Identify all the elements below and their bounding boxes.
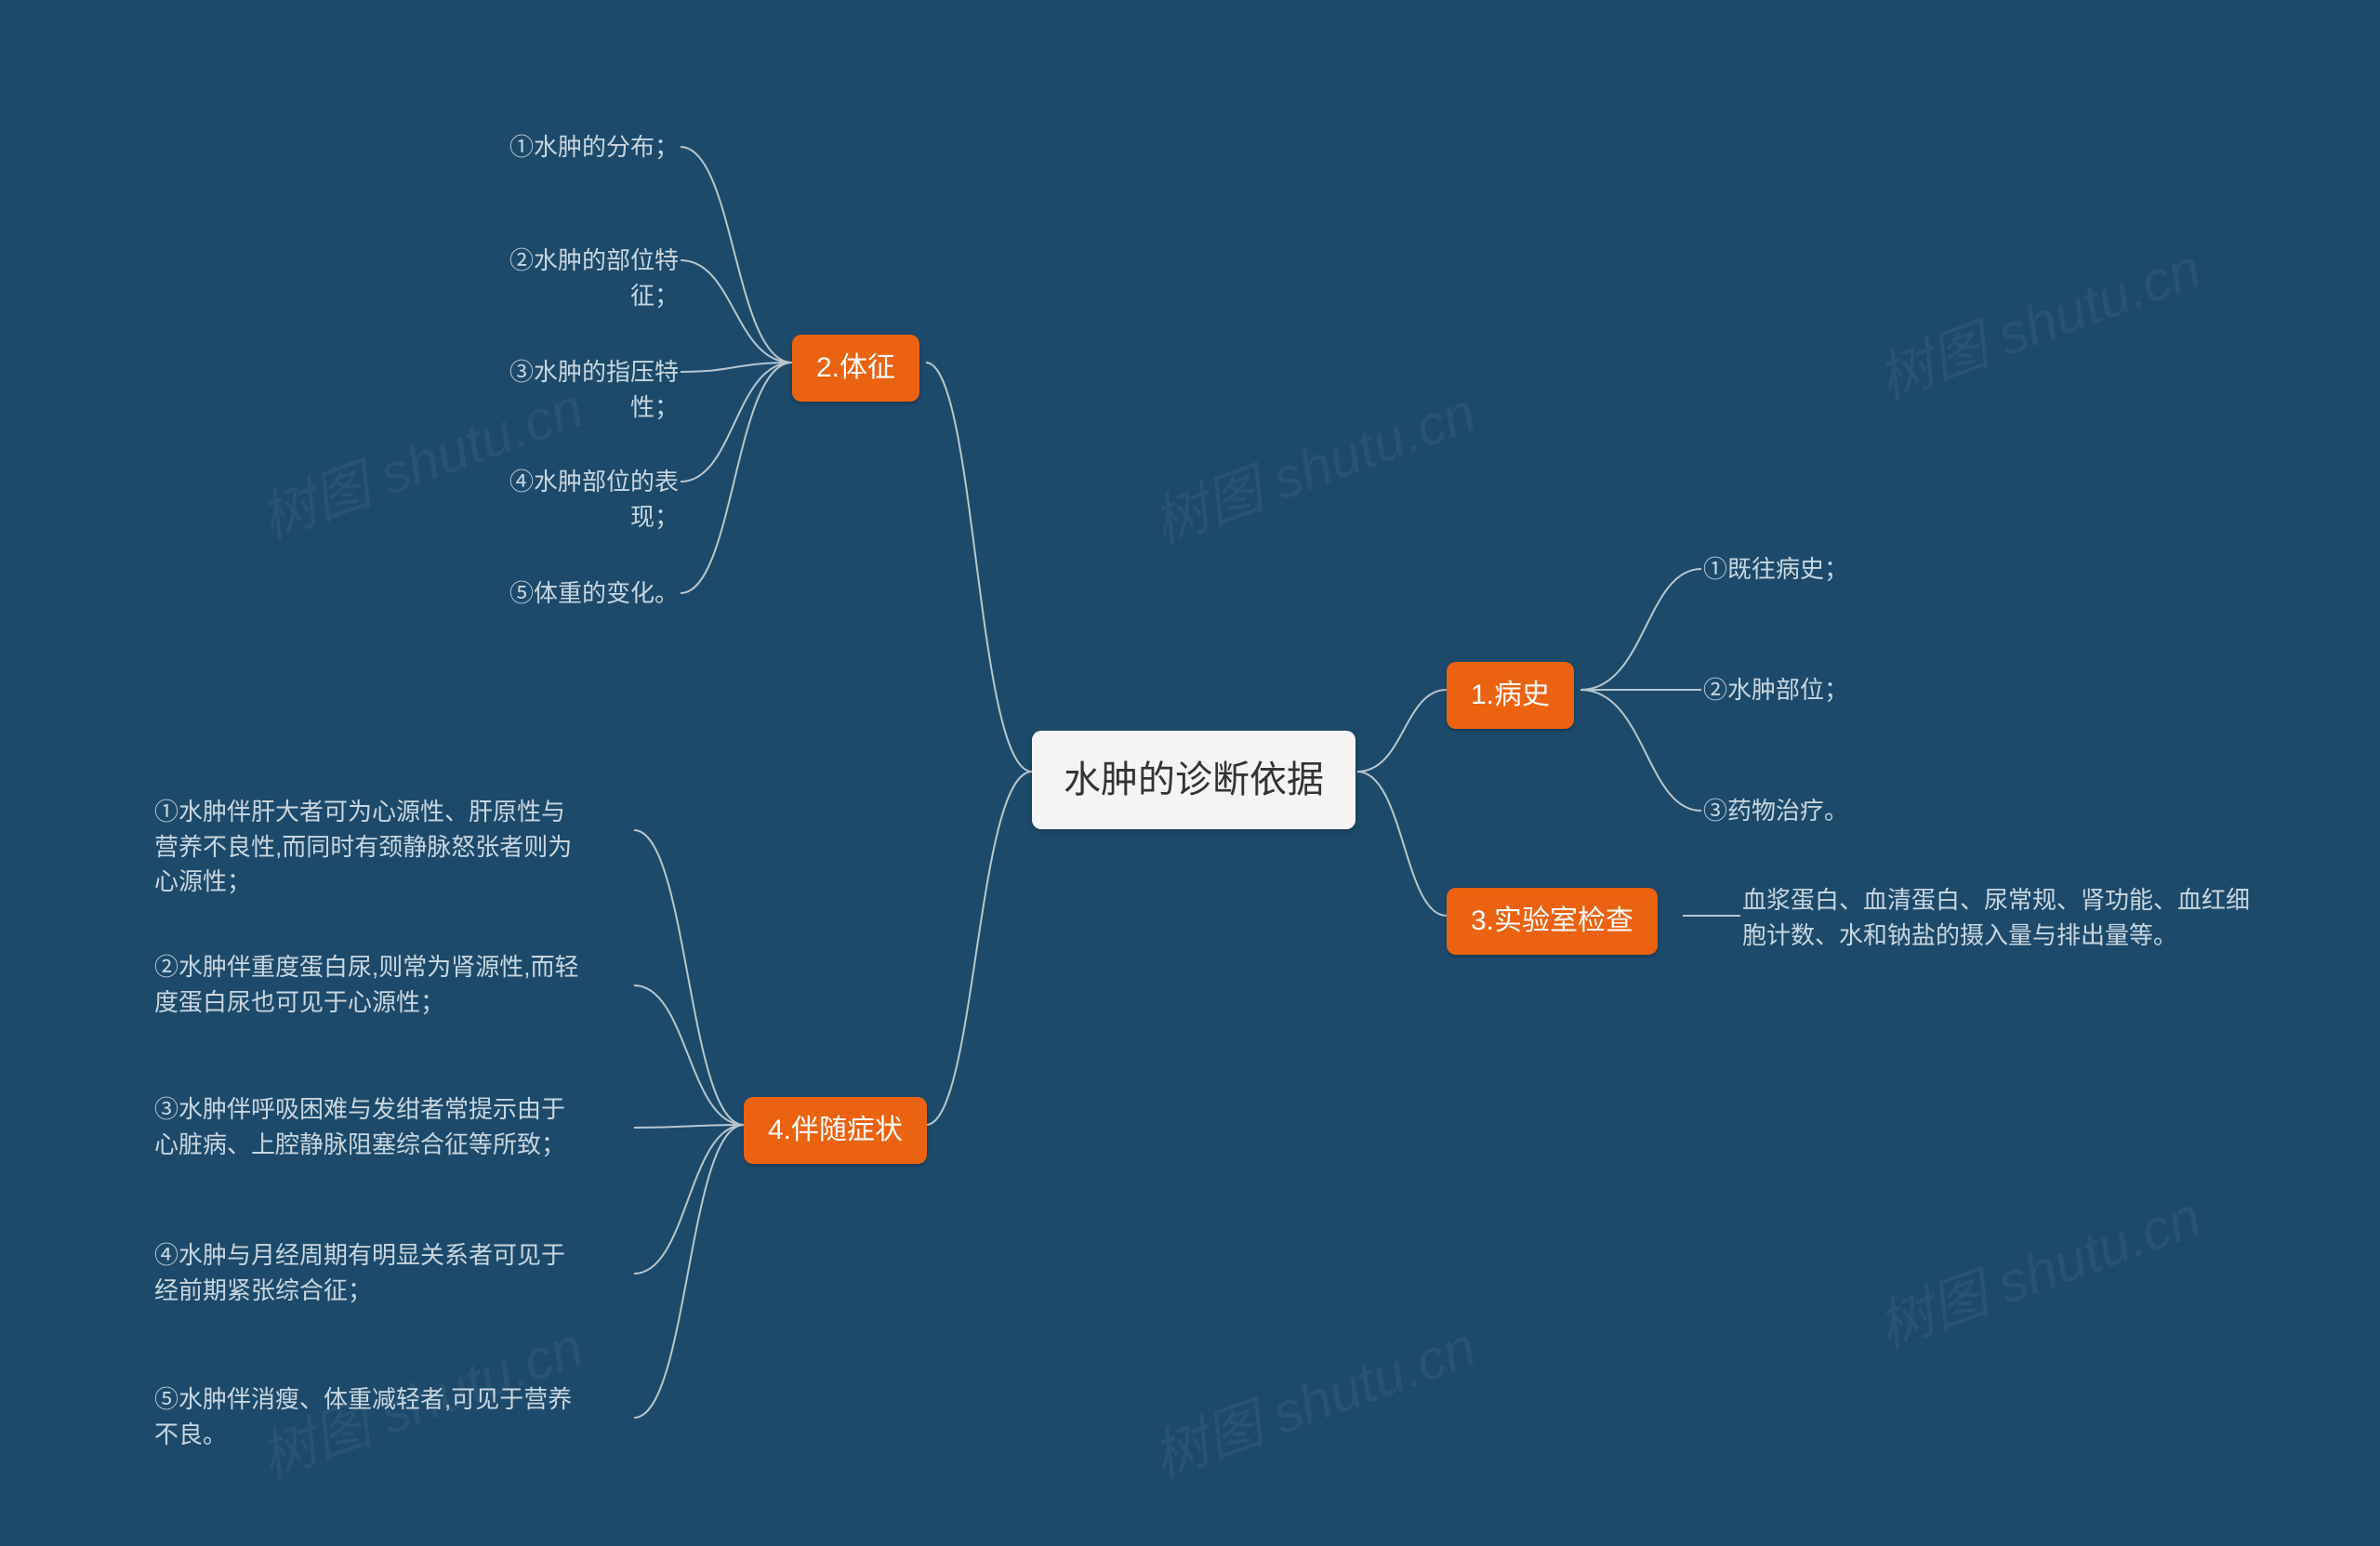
leaf-b2-5: ⑤体重的变化。 (491, 576, 679, 612)
branch-3-lab[interactable]: 3.实验室检查 (1447, 888, 1658, 955)
leaf-b2-4: ④水肿部位的表现； (463, 465, 679, 535)
leaf-b1-2: ②水肿部位； (1703, 673, 1848, 708)
root-node[interactable]: 水肿的诊断依据 (1032, 731, 1355, 829)
leaf-b3-1: 血浆蛋白、血清蛋白、尿常规、肾功能、血红细胞计数、水和钠盐的摄入量与排出量等。 (1742, 883, 2263, 953)
watermark: 树图 shutu.cn (1865, 1171, 2210, 1363)
leaf-b4-5: ⑤水肿伴消瘦、体重减轻者,可见于营养不良。 (154, 1382, 582, 1452)
branch-2-signs[interactable]: 2.体征 (792, 335, 919, 402)
leaf-b2-2: ②水肿的部位特征； (463, 244, 679, 313)
watermark: 树图 shutu.cn (1140, 367, 1485, 559)
branch-1-history[interactable]: 1.病史 (1447, 662, 1574, 729)
leaf-b1-1: ①既往病史； (1703, 552, 1848, 588)
leaf-b4-4: ④水肿与月经周期有明显关系者可见于经前期紧张综合征； (154, 1238, 582, 1308)
watermark: 树图 shutu.cn (1865, 223, 2210, 415)
watermark: 树图 shutu.cn (1140, 1302, 1485, 1493)
branch-4-accompanying[interactable]: 4.伴随症状 (744, 1097, 927, 1164)
leaf-b4-3: ③水肿伴呼吸困难与发绀者常提示由于心脏病、上腔静脉阻塞综合征等所致； (154, 1092, 582, 1162)
leaf-b1-3: ③药物治疗。 (1703, 794, 1848, 829)
leaf-b4-2: ②水肿伴重度蛋白尿,则常为肾源性,而轻度蛋白尿也可见于心源性； (154, 950, 582, 1020)
leaf-b4-1: ①水肿伴肝大者可为心源性、肝原性与营养不良性,而同时有颈静脉怒张者则为心源性； (154, 795, 582, 900)
leaf-b2-1: ①水肿的分布； (509, 130, 679, 165)
leaf-b2-3: ③水肿的指压特性； (463, 355, 679, 425)
